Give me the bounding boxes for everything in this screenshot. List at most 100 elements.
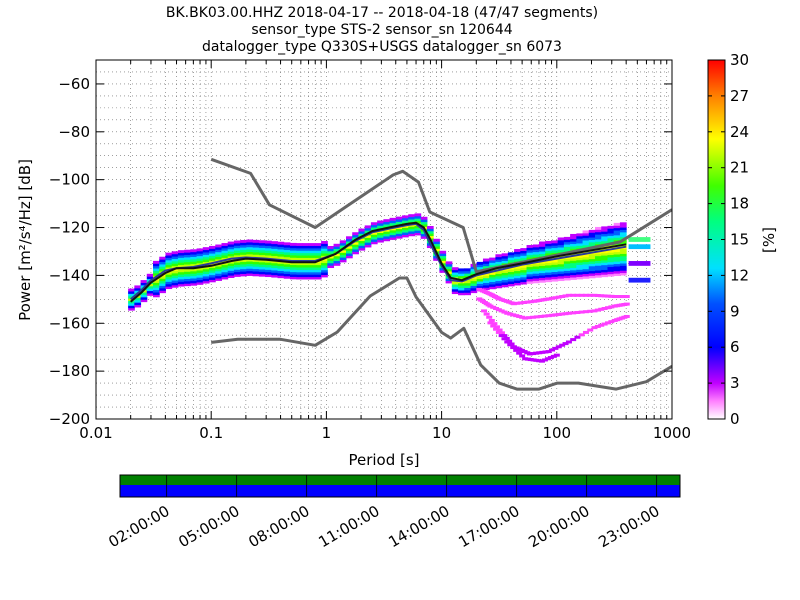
x-tick-label: 0.01 [79,424,112,442]
heatmap-cell [601,306,608,310]
heatmap-cell [233,250,241,253]
heatmap-cell [470,285,478,289]
heatmap-cell [420,233,428,237]
heatmap-cell [507,257,515,261]
heatmap-cell [221,262,229,266]
heatmap-cell [526,264,534,268]
heatmap-cell [470,287,478,291]
heatmap-cell [482,277,490,281]
heatmap-cell [128,293,135,297]
heatmap-cell [302,269,310,273]
heatmap-cell [177,283,185,287]
heatmap-cell [314,262,322,266]
heatmap-cell [576,254,584,258]
heatmap-cell [215,244,222,248]
colorbar-tick-label: 30 [730,51,749,69]
heatmap-cell [196,269,204,273]
heatmap-cell [591,309,598,313]
heatmap-cell [507,259,515,263]
heatmap-cell [233,273,241,277]
heatmap-cell [308,255,316,258]
heatmap-cell [520,276,528,280]
heatmap-cell [296,255,303,258]
heatmap-cell [196,260,204,264]
heatmap-cell [221,266,229,270]
heatmap-cell [159,261,166,265]
heatmap-cell [283,261,291,265]
heatmap-cell [240,268,247,272]
heatmap-cell [601,267,608,270]
heatmap-cell [196,281,204,285]
heatmap-cell [165,271,173,275]
heatmap-cell [520,269,528,273]
heatmap-cell [252,266,260,270]
heatmap-cell [271,265,279,269]
heatmap-cell [402,232,409,235]
heatmap-cell [526,268,534,272]
heatmap-cell [529,315,536,319]
heatmap-cell [553,353,560,357]
heatmap-cell [526,252,534,256]
heatmap-cell [545,274,552,278]
heatmap-cell [520,252,528,256]
heatmap-cell [563,246,571,250]
heatmap-cell [619,251,627,254]
heatmap-cell [495,270,503,274]
heatmap-cell [246,239,254,243]
heatmap-cell [308,252,316,256]
heatmap-cell [562,312,569,316]
heatmap-cell [265,240,272,244]
heatmap-cell [165,255,173,258]
heatmap-cell [240,244,247,248]
heatmap-cell [532,277,540,281]
heatmap-cell [277,270,285,274]
heatmap-cell [184,259,191,263]
heatmap-cell [140,280,148,283]
heatmap-cell [582,310,589,314]
heatmap-cell [520,267,528,271]
heatmap-cell [582,254,590,258]
heatmap-cell [171,282,179,286]
heatmap-cell [532,266,540,269]
heatmap-cell [246,265,254,269]
heatmap-cell [227,260,235,264]
heatmap-cell [177,257,185,261]
heatmap-cell [395,216,403,220]
heatmap-cell [296,250,303,254]
heatmap-cell [321,245,328,249]
heatmap-cell [184,283,191,287]
heatmap-cell [265,262,272,266]
heatmap-cell [184,264,191,267]
time-tick-label: 02:00:00 [105,502,172,551]
x-tick-label: 100 [542,424,571,442]
heatmap-cell [501,272,509,276]
heatmap-cell [184,252,191,256]
heatmap-cell [177,276,185,280]
heatmap-cell [613,230,621,233]
heatmap-cell [607,261,615,265]
heatmap-cell [482,272,490,276]
heatmap-cell [545,350,552,354]
heatmap-cell [389,229,397,233]
heatmap-cell [514,277,521,281]
heatmap-cell [433,238,440,242]
heatmap-cell [159,285,166,289]
heatmap-cell [538,246,546,250]
heatmap-cell [495,280,503,284]
heatmap-cell [364,237,372,241]
heatmap-cell [495,261,503,265]
heatmap-cell [433,245,440,249]
heatmap-cell [202,261,210,265]
heatmap-cell [526,249,534,253]
heatmap-cell [563,236,571,240]
heatmap-cell [308,262,316,266]
heatmap-cell [588,234,596,238]
heatmap-cell [464,292,472,296]
heatmap-cell [570,262,577,266]
heatmap-cell [594,308,601,312]
heatmap-cell [227,248,235,252]
heatmap-cell [346,236,353,240]
heatmap-cell [538,253,546,257]
heatmap-cell [445,270,453,274]
heatmap-cell [215,256,222,260]
